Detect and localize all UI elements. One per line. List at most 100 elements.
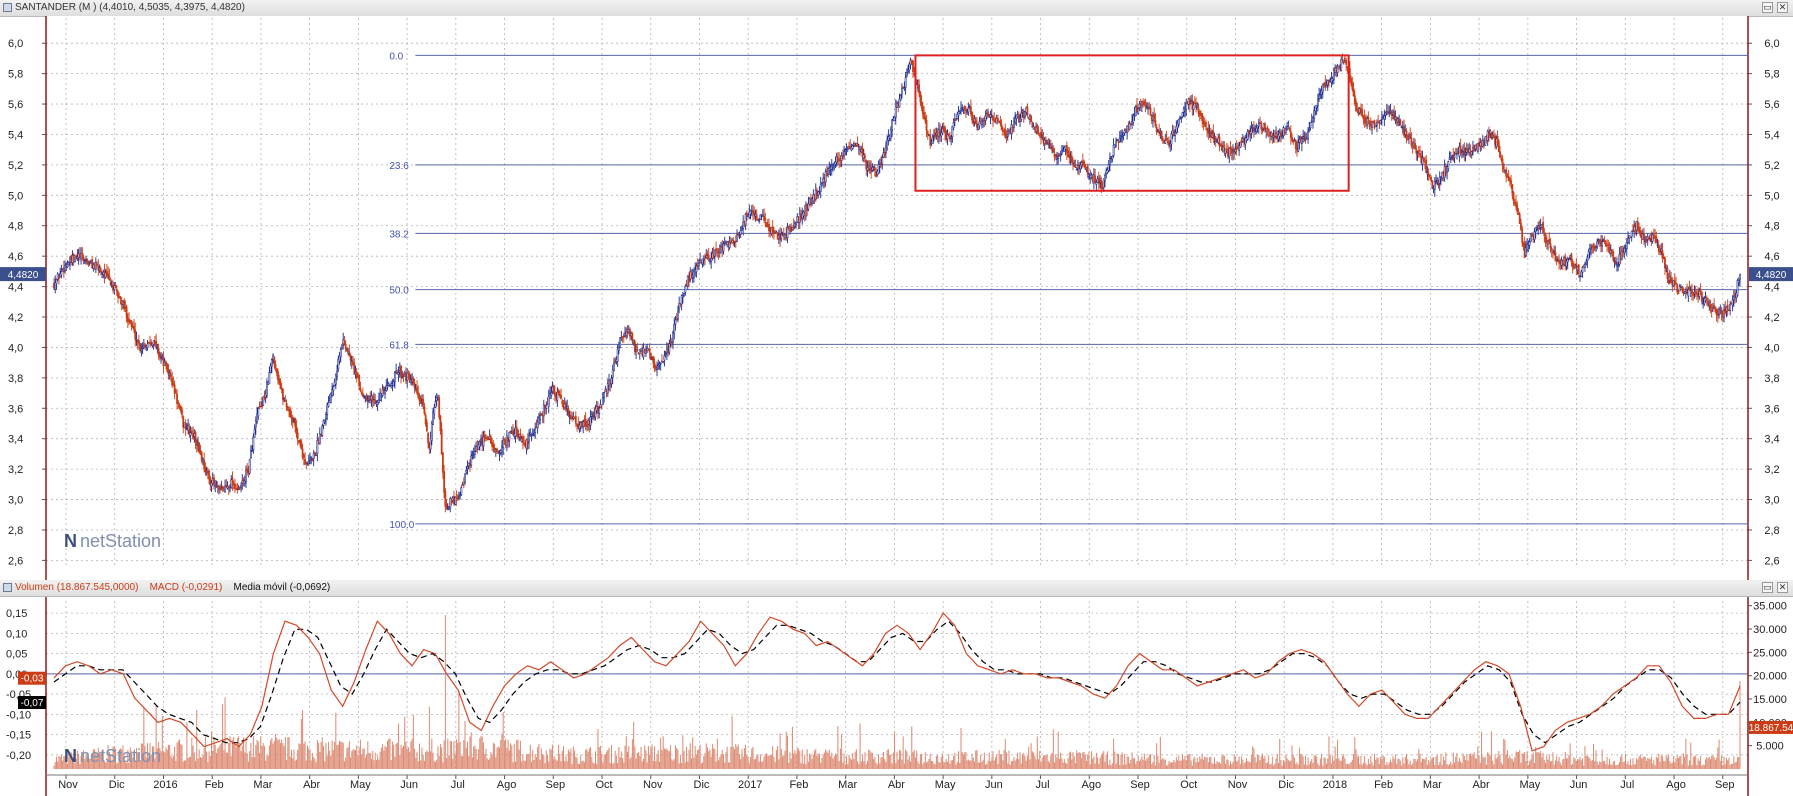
candle-body [445, 504, 448, 509]
candle-body [1224, 148, 1227, 154]
candle-body [1731, 299, 1734, 306]
candle-body [1516, 205, 1519, 213]
price-window-caption: SANTANDER (M ) (4,4010, 4,5035, 4,3975, … [15, 2, 245, 13]
candle-body [374, 399, 377, 403]
candle-body [1107, 164, 1110, 171]
candle-body [284, 400, 287, 402]
candle-body [1453, 155, 1456, 159]
candle-body [946, 134, 949, 140]
candle-body [611, 369, 614, 378]
candle-body [155, 341, 158, 348]
candle-body [1031, 121, 1034, 128]
candle-body [327, 402, 330, 407]
candle-body [1238, 145, 1241, 151]
candle-body [1264, 123, 1266, 131]
candle-body [325, 414, 327, 419]
candle-body [619, 337, 622, 348]
candle-body [361, 393, 364, 397]
candle-body [1284, 128, 1287, 133]
volume-last-label: 18.867.54 [1749, 723, 1793, 734]
candle-body [1275, 133, 1277, 137]
candle-body [349, 355, 352, 361]
candle-body [240, 485, 242, 488]
candle-body [1246, 130, 1249, 140]
macd-last-label: -0,03 [21, 674, 44, 685]
candle-body [1293, 139, 1296, 142]
candle-body [585, 425, 588, 428]
candle-body [376, 401, 379, 405]
close-button[interactable]: ✕ [1777, 2, 1788, 13]
candle-body [492, 444, 495, 448]
candle-body [1723, 310, 1725, 319]
candle-body [1047, 142, 1050, 145]
last-price-tag-left [0, 267, 46, 282]
restore-button[interactable]: ▭ [1762, 2, 1773, 13]
candle-body [1067, 150, 1069, 157]
candle-body [416, 387, 418, 394]
candle-body [171, 377, 174, 386]
candle-body [603, 392, 606, 399]
candle-body [728, 242, 731, 248]
candle-body [971, 112, 973, 121]
x-tick-label: Sep [1130, 779, 1150, 791]
candle-body [1638, 226, 1640, 232]
candle-body [1052, 148, 1055, 153]
candle-body [640, 348, 642, 352]
candle-body [1116, 139, 1119, 141]
candle-body [424, 414, 427, 425]
candle-body [878, 164, 881, 167]
candle-body [1499, 151, 1501, 158]
macd-tick-label: -0,20 [6, 750, 31, 762]
candle-body [1008, 130, 1010, 135]
candle-body [1571, 262, 1574, 267]
candle-body [616, 349, 619, 362]
candle-body [1601, 241, 1604, 247]
candle-body [323, 419, 326, 423]
candle-body [1520, 222, 1522, 230]
candle-body [1074, 163, 1077, 168]
signal-last-label: -0,07 [21, 698, 44, 709]
macd-tick-label: 0,05 [6, 649, 27, 661]
candle-body [1612, 251, 1615, 261]
candle-body [329, 393, 332, 404]
candle-body [1318, 94, 1321, 99]
candle-body [66, 263, 69, 268]
y-tick-label-right: 5,6 [1764, 99, 1779, 111]
x-tick-label: 2018 [1323, 779, 1347, 791]
candle-body [1058, 155, 1061, 157]
candle-body [705, 255, 708, 258]
candle-body [1682, 288, 1685, 294]
candle-body [633, 341, 636, 352]
candle-body [300, 441, 303, 450]
x-tick-label: Feb [789, 779, 808, 791]
close-button[interactable]: ✕ [1777, 582, 1788, 593]
candle-body [54, 282, 57, 290]
candle-body [318, 433, 321, 445]
candle-body [1447, 161, 1450, 170]
candle-body [1075, 168, 1078, 171]
indicator-chart[interactable]: Nov Dic 2016 Feb Mar Abr May Jun Jul Ago Sep Oct Nov… [0, 597, 1793, 796]
candle-body [934, 133, 937, 137]
price-chart[interactable]: 2,6 2,6 2,8 2,8 3,0 3,0 3,2 3,2 3,4 3,4 3,6 3,6 3,8 3… [0, 16, 1793, 580]
candle-body [893, 116, 896, 122]
signal-last-tag [18, 696, 46, 710]
candle-body [1529, 233, 1532, 243]
candle-body [531, 432, 534, 435]
candle-body [86, 258, 89, 263]
restore-button[interactable]: ▭ [1762, 582, 1773, 593]
candle-body [1255, 127, 1258, 132]
y-tick-label-left: 4,2 [8, 312, 23, 324]
x-tick-label: Dic [109, 779, 125, 791]
candle-body [1154, 119, 1157, 127]
macd-tick-label: -0,15 [6, 730, 31, 742]
candle-body [341, 344, 343, 350]
candle-body [1054, 154, 1057, 158]
candle-body [1428, 174, 1431, 177]
candle-body [123, 300, 126, 310]
candle-body [282, 388, 284, 400]
candle-body [430, 422, 433, 441]
candle-body [534, 428, 537, 433]
candle-body [1709, 304, 1712, 309]
volume-tick-label: 35.000 [1753, 601, 1787, 613]
candle-body [471, 454, 474, 456]
